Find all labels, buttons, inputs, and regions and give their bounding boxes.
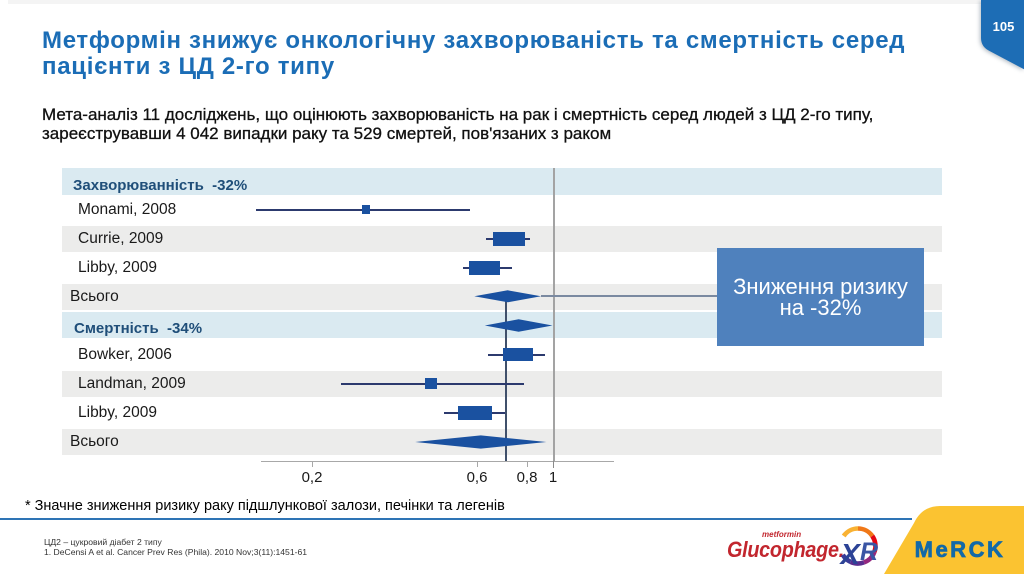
svg-text:R: R xyxy=(860,538,878,566)
svg-text:105: 105 xyxy=(993,19,1015,34)
svg-text:MeRCK: MeRCK xyxy=(915,537,1006,562)
svg-text:X: X xyxy=(839,539,862,571)
